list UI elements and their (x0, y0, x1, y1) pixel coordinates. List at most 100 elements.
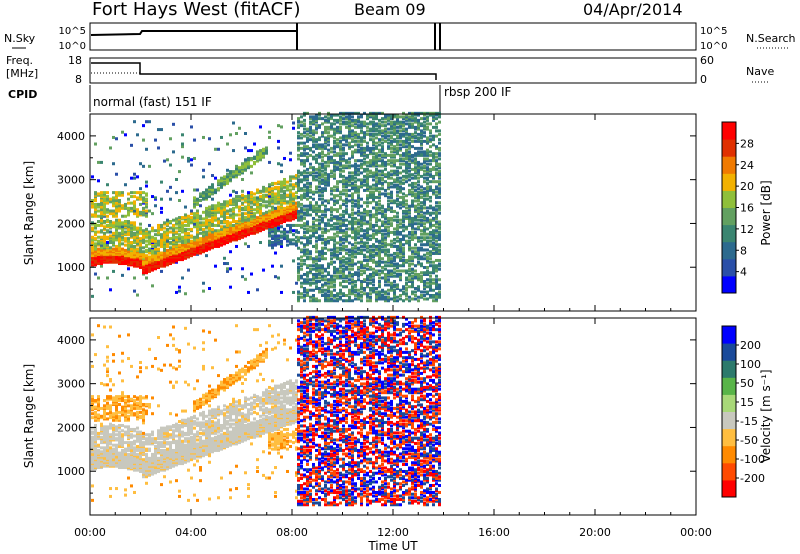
power-cell (160, 210, 163, 214)
power-cell (405, 164, 408, 168)
power-cell (357, 159, 360, 163)
power-cell (348, 267, 351, 271)
power-cell (145, 184, 148, 188)
power-cell (390, 194, 393, 198)
date-title: 04/Apr/2014 (583, 0, 683, 19)
power-cell (327, 173, 330, 177)
power-cell (103, 202, 106, 206)
power-cell (235, 213, 238, 217)
power-cell (402, 152, 405, 156)
power-cell (396, 269, 399, 273)
power-cell (303, 278, 306, 282)
power-cell (226, 220, 229, 224)
power-cell (384, 188, 387, 192)
power-cell (357, 218, 360, 222)
power-cell (342, 111, 345, 115)
power-cell (300, 248, 303, 252)
power-cell (115, 221, 118, 225)
power-cell (375, 145, 378, 149)
power-cell (342, 209, 345, 213)
power-cell (154, 237, 157, 241)
power-cell (375, 146, 378, 150)
power-cell (324, 131, 327, 135)
power-cell (393, 285, 396, 289)
power-cell (333, 145, 336, 149)
power-cell (411, 216, 414, 220)
power-cell (360, 159, 363, 163)
power-cell (321, 230, 324, 234)
power-cell (363, 124, 366, 128)
power-cell (106, 191, 109, 195)
power-cell (109, 222, 112, 226)
power-cell (369, 162, 372, 166)
power-cell (429, 264, 432, 268)
power-cell (286, 239, 289, 243)
power-cell (363, 148, 366, 152)
power-cell (396, 125, 399, 129)
power-cell (417, 260, 420, 264)
power-cell (417, 169, 420, 173)
power-cell (414, 222, 417, 226)
power-cell (130, 247, 133, 251)
power-cell (420, 278, 423, 282)
power-cell (363, 208, 366, 212)
power-cell (393, 288, 396, 292)
power-cell (354, 162, 357, 166)
power-cell (202, 135, 205, 139)
power-cell (363, 264, 366, 268)
power-cell (396, 239, 399, 243)
power-cell (417, 127, 420, 131)
power-cell (300, 209, 303, 213)
power-cell (372, 171, 375, 175)
power-cell (321, 159, 324, 163)
power-cell (381, 111, 384, 115)
power-cell (360, 122, 363, 126)
power-cell (333, 164, 336, 168)
power-cell (348, 241, 351, 245)
power-cell (309, 283, 312, 287)
power-cell (396, 148, 399, 152)
power-cell (381, 222, 384, 226)
power-cell (357, 169, 360, 173)
power-cell (330, 260, 333, 264)
power-cell (336, 125, 339, 129)
power-cell (384, 134, 387, 138)
power-cell (336, 131, 339, 135)
power-cell (417, 167, 420, 171)
power-cell (423, 248, 426, 252)
power-cell (300, 255, 303, 259)
power-cell (292, 223, 295, 227)
power-cell (327, 134, 330, 138)
power-cell (172, 235, 175, 239)
power-cell (94, 208, 97, 212)
power-cell (297, 274, 300, 278)
power-cell (286, 200, 289, 204)
power-cell (109, 197, 112, 201)
power-cell (357, 278, 360, 282)
power-cell (115, 244, 118, 248)
power-cell (142, 164, 145, 168)
power-cell (351, 174, 354, 178)
power-cell (315, 269, 318, 273)
power-cell (280, 198, 283, 202)
power-cell (289, 230, 292, 234)
power-cell (429, 150, 432, 154)
power-cell (121, 273, 124, 277)
power-cell (333, 150, 336, 154)
power-cell (426, 251, 429, 255)
power-cell (220, 135, 223, 139)
power-cell (429, 195, 432, 199)
power-cell (408, 278, 411, 282)
power-cell (253, 155, 256, 159)
power-cell (345, 236, 348, 240)
power-cell (384, 164, 387, 168)
power-cell (342, 218, 345, 222)
power-cell (435, 285, 438, 289)
power-cell (405, 145, 408, 149)
power-cell (303, 262, 306, 266)
power-cell (336, 152, 339, 156)
power-cell (348, 117, 351, 121)
power-cell (348, 257, 351, 261)
power-cell (112, 135, 115, 139)
power-cell (297, 204, 300, 208)
